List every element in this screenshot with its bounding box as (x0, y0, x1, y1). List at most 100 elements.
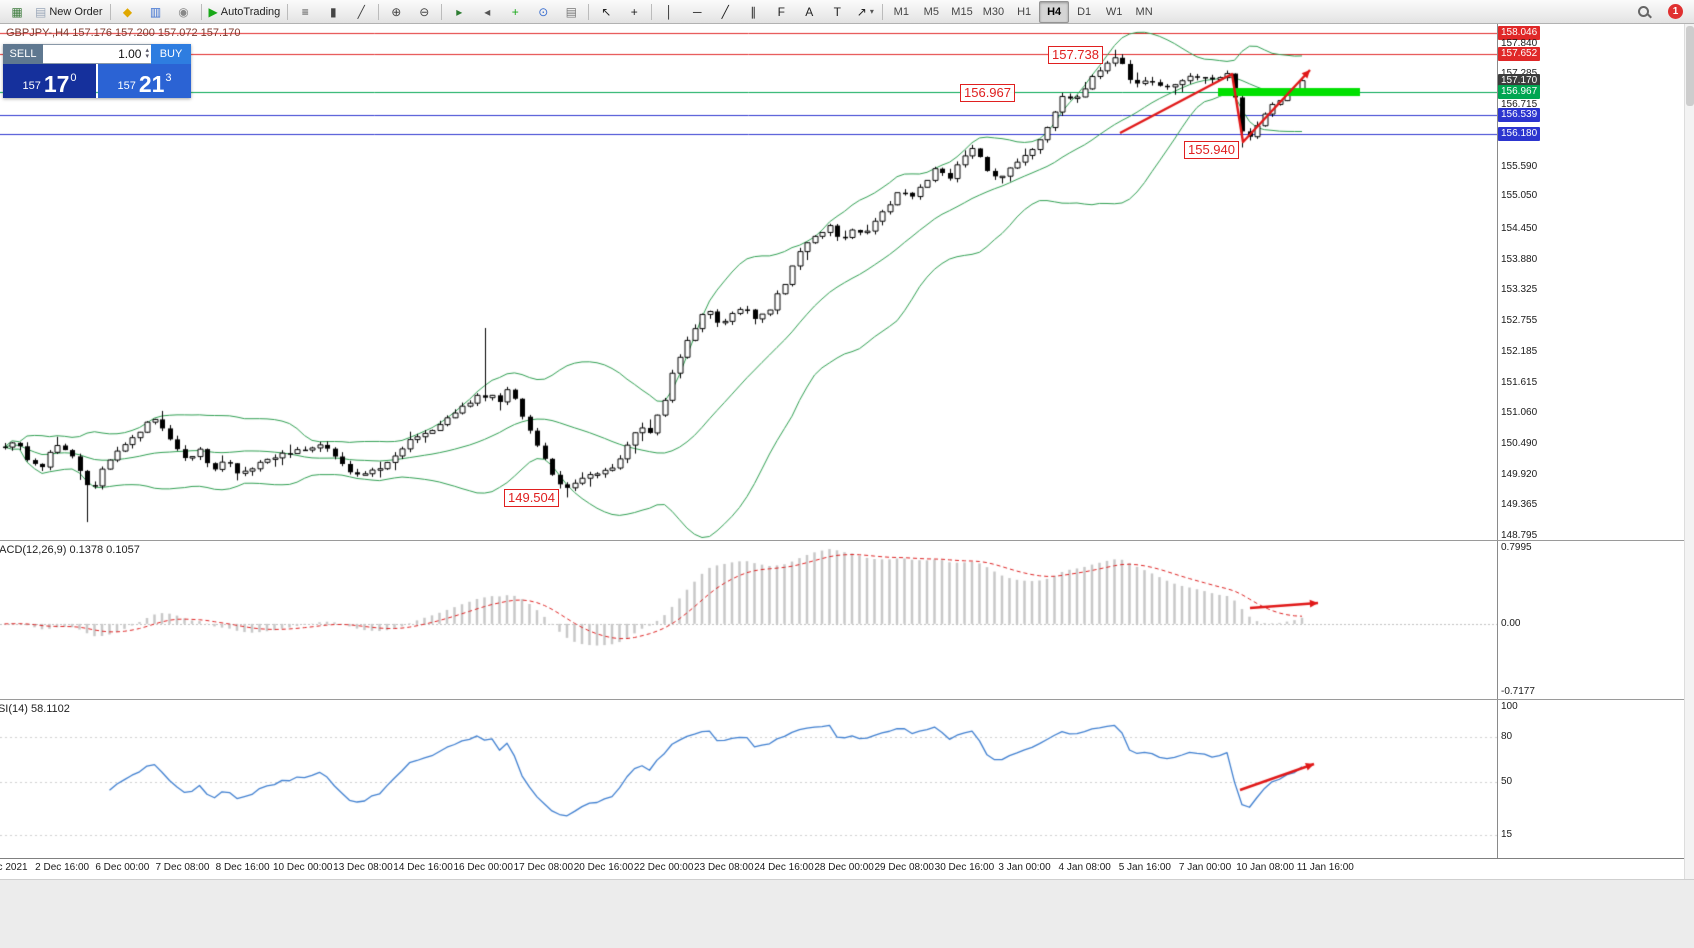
notifications-badge[interactable]: 1 (1668, 4, 1683, 19)
autotrading-icon: ▶ (209, 6, 218, 18)
sell-price-point: 0 (70, 72, 76, 84)
metaeditor-icon: ◆ (123, 6, 132, 18)
price-callout[interactable]: 155.940 (1184, 141, 1239, 159)
volume-spinner[interactable]: ▴ ▾ (145, 48, 149, 60)
auto-scroll-button[interactable]: ▸ (445, 1, 473, 23)
vertical-line-icon: │ (666, 6, 674, 18)
price-axis-label: 155.050 (1501, 189, 1537, 203)
crosshair-button[interactable]: + (620, 1, 648, 23)
line-chart-button[interactable]: ╱ (347, 1, 375, 23)
timeframe-h1-button[interactable]: H1 (1009, 1, 1039, 23)
macd-panel-canvas[interactable] (0, 541, 1497, 698)
horizontal-line-button[interactable]: ─ (683, 1, 711, 23)
fibonacci-button[interactable]: F (767, 1, 795, 23)
buy-button[interactable]: BUY (151, 44, 191, 64)
text-icon: A (805, 6, 813, 18)
rsi-axis-label: 15 (1501, 828, 1512, 842)
timeframe-m5-button[interactable]: M5 (916, 1, 946, 23)
time-axis-label: 3 Jan 00:00 (998, 862, 1050, 873)
buy-price-point: 3 (165, 72, 171, 84)
toolbar-separator (651, 4, 652, 20)
chart-shift-icon: ◂ (484, 6, 490, 18)
trendline-icon: ╱ (722, 6, 729, 18)
chart-shift-button[interactable]: ◂ (473, 1, 501, 23)
dropdown-arrow-icon: ▾ (870, 7, 874, 16)
sell-price-pips: 17 (44, 73, 70, 95)
new-order-icon: ▤ (35, 6, 46, 18)
timeframe-m1-button[interactable]: M1 (886, 1, 916, 23)
time-axis-label: 11 Jan 16:00 (1297, 862, 1354, 873)
templates-button[interactable]: ▤ (557, 1, 585, 23)
scrollbar-thumb[interactable] (1686, 26, 1694, 106)
arrows-button[interactable]: ↗▾ (851, 1, 879, 23)
vertical-scrollbar[interactable] (1684, 24, 1694, 879)
search-button[interactable] (1630, 1, 1658, 23)
channel-button[interactable]: ∥ (739, 1, 767, 23)
time-axis-label: 2 Dec 16:00 (35, 862, 89, 873)
price-axis-label: 153.880 (1501, 253, 1537, 267)
price-axis-separator (1497, 24, 1498, 858)
price-axis-label: 151.615 (1501, 376, 1537, 390)
sell-button[interactable]: SELL (3, 44, 43, 64)
cursor-button[interactable]: ↖ (592, 1, 620, 23)
autotrading-button[interactable]: ▶AutoTrading (205, 1, 285, 23)
help-button[interactable]: ◉ (170, 1, 198, 23)
rsi-panel-canvas[interactable] (0, 700, 1497, 858)
price-axis-label: 154.450 (1501, 222, 1537, 236)
toolbar: ▦▤New Order◆▥◉▶AutoTrading≡▮╱⊕⊖▸◂+⊙▤↖+│─… (0, 0, 1694, 24)
volume-input[interactable]: 1.00 ▴ ▾ (43, 44, 151, 64)
label-button[interactable]: T (823, 1, 851, 23)
toolbar-separator (110, 4, 111, 20)
vertical-line-button[interactable]: │ (655, 1, 683, 23)
price-callout[interactable]: 156.967 (960, 84, 1015, 102)
time-axis-label: 20 Dec 16:00 (574, 862, 634, 873)
bar-chart-button[interactable]: ≡ (291, 1, 319, 23)
candlestick-chart-button[interactable]: ▮ (319, 1, 347, 23)
time-axis-label: 14 Dec 16:00 (393, 862, 453, 873)
time-axis-label: 7 Dec 08:00 (155, 862, 209, 873)
time-axis-label: 17 Dec 08:00 (514, 862, 574, 873)
bar-chart-icon: ≡ (302, 6, 309, 18)
volume-down-icon[interactable]: ▾ (145, 54, 149, 60)
metaeditor-button[interactable]: ◆ (114, 1, 142, 23)
price-axis-label: 153.325 (1501, 283, 1537, 297)
chart-window-icon-button[interactable]: ▦ (3, 1, 31, 23)
time-axis-label: 1 Dec 2021 (0, 862, 28, 873)
main-chart-canvas[interactable] (0, 24, 1497, 539)
time-axis-label: 13 Dec 08:00 (333, 862, 393, 873)
timeframe-w1-button[interactable]: W1 (1099, 1, 1129, 23)
time-axis-label: 23 Dec 08:00 (694, 862, 754, 873)
indicators-icon: + (512, 6, 519, 18)
time-axis-label: 24 Dec 16:00 (754, 862, 814, 873)
toolbar-separator (882, 4, 883, 20)
periods-button[interactable]: ⊙ (529, 1, 557, 23)
panel-separator[interactable] (0, 699, 1694, 700)
price-callout[interactable]: 157.738 (1048, 46, 1103, 64)
auto-scroll-icon: ▸ (456, 6, 462, 18)
price-axis-label: 149.920 (1501, 468, 1537, 482)
text-button[interactable]: A (795, 1, 823, 23)
toolbar-separator (378, 4, 379, 20)
price-axis-label: 151.060 (1501, 406, 1537, 420)
indicators-button[interactable]: + (501, 1, 529, 23)
timeframe-d1-button[interactable]: D1 (1069, 1, 1099, 23)
panel-separator[interactable] (0, 540, 1694, 541)
zoom-in-button[interactable]: ⊕ (382, 1, 410, 23)
time-axis-label: 30 Dec 16:00 (935, 862, 995, 873)
chart-window-icon-icon: ▦ (11, 6, 22, 18)
zoom-out-button[interactable]: ⊖ (410, 1, 438, 23)
timeframe-m15-button[interactable]: M15 (946, 1, 977, 23)
timeframe-h4-button[interactable]: H4 (1039, 1, 1069, 23)
trendline-button[interactable]: ╱ (711, 1, 739, 23)
time-axis-label: 8 Dec 16:00 (216, 862, 270, 873)
templates-icon: ▤ (566, 6, 577, 18)
timeframe-m30-button[interactable]: M30 (978, 1, 1009, 23)
new-order-button-label: New Order (49, 6, 102, 18)
price-callout[interactable]: 149.504 (504, 489, 559, 507)
timeframe-mn-button[interactable]: MN (1129, 1, 1159, 23)
new-order-button[interactable]: ▤New Order (31, 1, 107, 23)
profiles-button[interactable]: ▥ (142, 1, 170, 23)
